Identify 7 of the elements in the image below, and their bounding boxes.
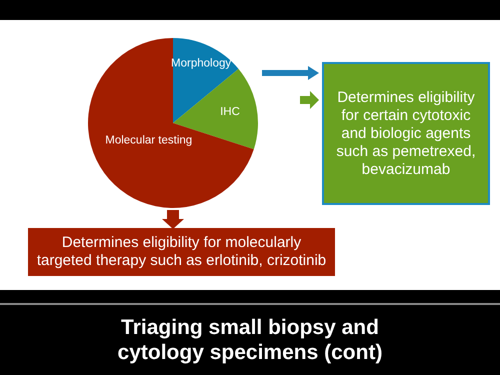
slice-label: Molecular testing — [105, 134, 192, 147]
text: Determines eligibility for molecularly targeted therapy such as erlotinib, crizotinib — [28, 228, 335, 276]
text: Determines eligibility for certain cytotoxic and biologic agents such as pemetrexed, bevacizumab — [322, 62, 490, 205]
pie-slice — [88, 38, 254, 208]
pie-slice — [173, 38, 238, 123]
slice-label: IHC — [220, 106, 240, 118]
text: Triaging small biopsy and cytology specimens (cont) — [0, 303, 500, 375]
